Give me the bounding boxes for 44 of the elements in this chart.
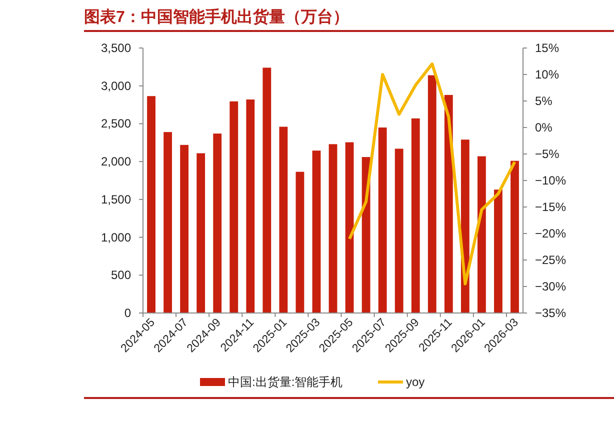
bar	[477, 156, 486, 313]
bar	[147, 96, 156, 313]
bar	[180, 144, 189, 313]
y2-tick-label: −20%	[535, 226, 566, 240]
y-tick-label: 3,000	[100, 78, 132, 93]
y-tick-label: 500	[110, 268, 132, 282]
bar	[394, 148, 404, 313]
bar	[262, 68, 272, 313]
y2-tick-label: 0%	[535, 120, 553, 134]
y2-tick-label: −15%	[535, 200, 566, 214]
bar	[196, 153, 206, 313]
bar	[279, 126, 288, 313]
y-tick-label: 1,000	[100, 230, 132, 244]
y2-tick-label: 10%	[535, 68, 560, 82]
legend-label: yoy	[406, 375, 425, 389]
bar	[428, 75, 436, 313]
y2-tick-label: −10%	[535, 174, 566, 188]
y-tick-label: 2,500	[100, 116, 132, 131]
bar	[510, 160, 519, 313]
y-tick-label: 0	[124, 306, 132, 320]
bar	[230, 101, 238, 313]
line-series	[348, 62, 516, 286]
bar	[345, 142, 354, 313]
y2-tick-label: −35%	[535, 306, 566, 320]
legend-label: 中国:出货量:智能手机	[228, 375, 343, 389]
bar	[378, 128, 387, 313]
y2-tick-label: −30%	[535, 280, 566, 294]
bar	[411, 118, 420, 313]
y-tick-label: 3,500	[100, 41, 132, 55]
chart-title: 图表7：中国智能手机出货量（万台）	[84, 8, 349, 26]
bar	[213, 134, 222, 313]
bar	[246, 99, 255, 313]
bar	[164, 132, 172, 313]
y-tick-label: 2,000	[100, 154, 132, 169]
y2-tick-label: −25%	[535, 253, 566, 267]
y2-tick-label: 15%	[535, 41, 560, 55]
y2-tick-label: 5%	[535, 94, 553, 108]
y-tick-label: 1,500	[100, 192, 132, 206]
bar	[494, 190, 502, 313]
y2-tick-label: −5%	[535, 147, 560, 161]
bar	[328, 144, 338, 313]
bar	[312, 150, 321, 313]
bar	[444, 94, 453, 313]
bar	[296, 172, 304, 313]
